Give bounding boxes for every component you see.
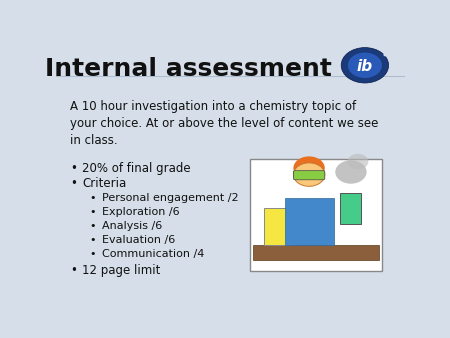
Text: in class.: in class. (70, 134, 118, 147)
Text: •: • (70, 162, 77, 175)
FancyBboxPatch shape (264, 209, 292, 245)
Text: •: • (90, 249, 96, 259)
Polygon shape (285, 198, 333, 245)
Text: 20% of final grade: 20% of final grade (82, 162, 191, 175)
FancyBboxPatch shape (250, 159, 382, 271)
Circle shape (383, 53, 388, 56)
Text: Personal engagement /2: Personal engagement /2 (102, 193, 238, 203)
Text: •: • (90, 193, 96, 203)
Polygon shape (253, 245, 379, 261)
Circle shape (293, 156, 325, 180)
Text: Analysis /6: Analysis /6 (102, 221, 162, 232)
Text: Internal assessment: Internal assessment (45, 57, 332, 81)
FancyBboxPatch shape (293, 171, 325, 180)
Circle shape (293, 163, 325, 186)
FancyBboxPatch shape (341, 193, 361, 224)
Text: Exploration /6: Exploration /6 (102, 207, 179, 217)
Circle shape (348, 52, 382, 78)
Text: Communication /4: Communication /4 (102, 249, 204, 259)
Circle shape (347, 154, 369, 169)
Text: 12 page limit: 12 page limit (82, 264, 161, 277)
Text: •: • (90, 235, 96, 245)
Text: ib: ib (357, 59, 373, 74)
Text: •: • (70, 264, 77, 277)
Circle shape (341, 48, 389, 83)
Text: Criteria: Criteria (82, 177, 126, 190)
Text: Evaluation /6: Evaluation /6 (102, 235, 175, 245)
Text: •: • (90, 207, 96, 217)
Text: •: • (70, 177, 77, 190)
Circle shape (335, 160, 367, 184)
Text: your choice. At or above the level of content we see: your choice. At or above the level of co… (70, 117, 378, 130)
Text: •: • (90, 221, 96, 232)
Text: A 10 hour investigation into a chemistry topic of: A 10 hour investigation into a chemistry… (70, 100, 356, 114)
